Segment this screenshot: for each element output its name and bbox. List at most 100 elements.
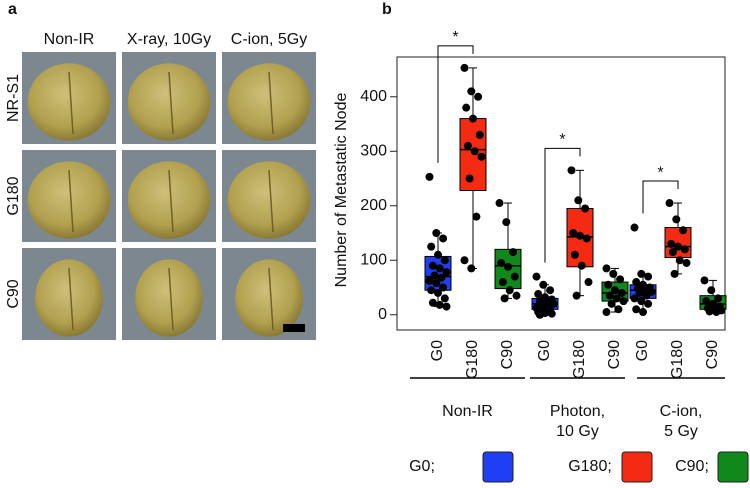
point: [425, 276, 434, 285]
point: [614, 305, 623, 314]
point: [467, 87, 476, 96]
point: [474, 92, 483, 101]
x-tick-label: C90: [499, 340, 516, 369]
lung-fold: [168, 169, 174, 233]
x-tick-label: G180: [464, 340, 481, 379]
point: [462, 103, 471, 112]
point: [644, 272, 653, 281]
row-label: G180: [5, 176, 22, 215]
x-tick-label: C90: [606, 340, 623, 369]
point: [432, 279, 441, 288]
point: [510, 272, 519, 281]
point: [442, 302, 451, 311]
panel-label: b: [382, 1, 392, 18]
point: [574, 196, 583, 205]
point: [497, 258, 506, 267]
point: [632, 305, 641, 314]
point: [637, 269, 646, 278]
point: [435, 300, 444, 309]
column-label: C-ion, 5Gy: [231, 31, 307, 48]
group-label: C-ion,: [660, 403, 703, 420]
point: [440, 294, 449, 303]
point: [430, 271, 439, 280]
lung: [135, 259, 203, 337]
row-label: C90: [5, 279, 22, 308]
significance-bracket: [544, 147, 581, 263]
point: [425, 172, 434, 181]
point: [570, 250, 579, 259]
point: [460, 256, 469, 265]
significance-label: *: [559, 132, 565, 149]
point: [665, 199, 674, 208]
point: [700, 276, 709, 285]
point: [439, 283, 448, 292]
point: [705, 307, 714, 316]
photo-panel: Non-IR X-ray, 10Gy C-ion, 5Gy NR-S1 G180 C90: [5, 31, 316, 340]
point: [668, 248, 677, 257]
lung-fold: [268, 169, 274, 233]
point: [495, 199, 504, 208]
point: [632, 278, 641, 287]
point: [439, 234, 448, 243]
point: [644, 299, 653, 308]
point: [667, 239, 676, 248]
point: [500, 294, 509, 303]
point: [434, 288, 442, 297]
point: [581, 204, 590, 213]
group-label: Photon,: [550, 403, 605, 420]
x-tick-label: G0: [429, 340, 446, 361]
lung-fold: [68, 169, 74, 233]
point: [428, 298, 437, 307]
point: [477, 152, 486, 161]
x-tick-label: G0: [634, 340, 651, 361]
legend-label: G180;: [568, 458, 612, 475]
y-tick-label: 200: [360, 197, 387, 214]
x-tick-label: G180: [571, 340, 588, 379]
y-tick-label: 400: [360, 88, 387, 105]
point: [630, 223, 639, 232]
lung-fold: [68, 71, 74, 135]
point: [437, 273, 446, 282]
panel-label: a: [8, 1, 17, 18]
scale-bar: [283, 324, 305, 332]
lung: [235, 259, 303, 337]
point: [427, 286, 436, 295]
point: [637, 297, 646, 306]
point: [470, 147, 479, 156]
point: [642, 291, 651, 300]
lung: [127, 161, 211, 239]
point: [440, 256, 449, 265]
point: [635, 288, 644, 297]
point: [582, 234, 591, 243]
point: [535, 310, 544, 319]
point: [639, 308, 647, 317]
lung-fold: [168, 267, 174, 331]
point: [714, 294, 723, 303]
y-tick-label: 100: [360, 251, 387, 268]
significance-bracket: [642, 180, 679, 214]
point: [602, 264, 611, 273]
x-tick-label: G180: [669, 340, 686, 379]
point: [463, 141, 472, 150]
lung-fold: [168, 71, 174, 135]
y-tick-label: 300: [360, 142, 387, 159]
y-axis-label: Number of Metastatic Node: [333, 93, 350, 288]
point: [465, 174, 474, 183]
point: [435, 264, 444, 273]
point: [616, 275, 625, 284]
lung: [27, 63, 111, 141]
point: [475, 130, 484, 139]
y-tick-label: 0: [378, 306, 387, 323]
point: [472, 212, 481, 221]
lung-fold: [268, 71, 274, 135]
legend-swatch: [621, 451, 653, 483]
point: [534, 290, 543, 299]
point: [427, 242, 436, 251]
point: [702, 297, 711, 306]
significance-label: *: [657, 164, 663, 181]
point: [672, 215, 681, 224]
point: [469, 114, 477, 123]
column-label: X-ray, 10Gy: [127, 31, 211, 48]
point: [617, 288, 626, 297]
